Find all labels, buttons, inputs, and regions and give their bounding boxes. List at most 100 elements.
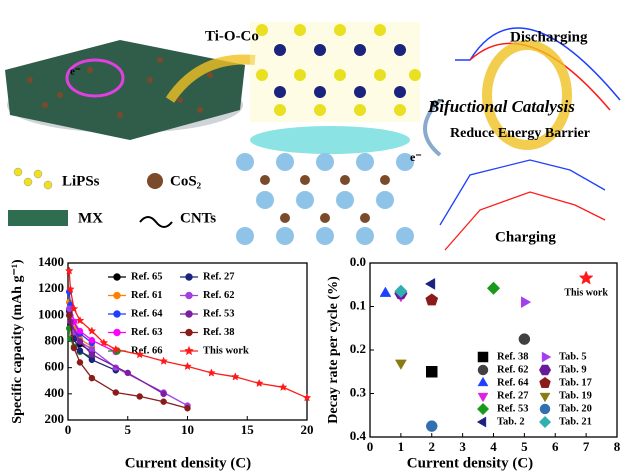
legend-marker	[186, 329, 193, 336]
marker	[425, 278, 435, 289]
legend-label: Ref. 38	[203, 327, 235, 338]
label: e⁻	[432, 95, 444, 109]
y-tick-label: 0.1	[350, 297, 366, 312]
label: CNTs	[180, 210, 216, 226]
series-line	[69, 315, 187, 408]
legend-marker	[478, 393, 488, 402]
legend-label: This work	[203, 345, 249, 356]
y-tick-label: 0.2	[350, 341, 366, 356]
x-tick-label: 7	[583, 439, 590, 454]
x-tick-label: 8	[614, 439, 621, 454]
label: Discharging	[510, 29, 588, 45]
legend-marker	[186, 311, 193, 318]
lipss-icon	[14, 168, 52, 189]
marker	[380, 287, 391, 297]
marker	[426, 366, 437, 377]
legend-label: Ref. 53	[203, 308, 235, 319]
cos2-icon	[147, 173, 163, 189]
legend-marker	[114, 274, 121, 281]
legend-marker	[185, 346, 194, 354]
legend-marker	[477, 403, 489, 415]
x-tick-label: 5	[521, 439, 528, 454]
legend-label: Tab. 21	[559, 416, 592, 427]
legend-label: Ref. 62	[203, 290, 235, 301]
y-tick-label: 1200	[38, 280, 64, 295]
x-tick-label: 3	[459, 439, 466, 454]
y-axis-label: Decay rate per cycle (%)	[326, 276, 341, 424]
marker	[160, 357, 167, 364]
x-tick-label: 0	[65, 422, 72, 437]
label: CoS₂	[170, 173, 202, 189]
legend-label: Ref. 27	[203, 271, 235, 282]
marker	[256, 380, 263, 387]
legend-label: Ref. 53	[497, 403, 529, 414]
legend-label: Ref. 27	[497, 390, 529, 401]
y-tick-label: 600	[45, 359, 65, 374]
x-tick-label: 2	[429, 439, 436, 454]
marker	[487, 282, 500, 295]
x-axis-label: Current density (C)	[407, 455, 533, 471]
label: MX	[78, 210, 103, 226]
legend-label: Ref. 63	[131, 327, 163, 338]
x-tick-label: 0	[367, 439, 374, 454]
legend-marker	[114, 329, 121, 336]
legend-label: Tab. 2	[497, 416, 525, 427]
marker	[232, 373, 239, 380]
mx-icon	[8, 210, 68, 226]
marker	[519, 334, 530, 345]
x-tick-label: 20	[301, 422, 314, 437]
marker	[66, 306, 72, 312]
legend-marker	[186, 274, 193, 281]
marker	[125, 370, 131, 376]
x-tick-label: 5	[125, 422, 132, 437]
series-line	[69, 309, 187, 406]
label: e⁻	[70, 66, 81, 78]
marker	[77, 339, 83, 345]
y-tick-label: 1400	[38, 254, 64, 269]
marker	[77, 348, 83, 354]
figure: Ti-O-Co Discharging Bifuctional Catalysi…	[0, 0, 625, 473]
y-tick-label: 0.3	[350, 384, 367, 399]
label: Ti-O-Co	[205, 28, 259, 44]
marker	[89, 352, 95, 358]
marker	[395, 360, 406, 370]
cnt-icon	[140, 217, 172, 227]
y-tick-label: 400	[45, 385, 65, 400]
legend-label: Ref. 64	[131, 308, 163, 319]
legend-label: Ref. 64	[497, 377, 529, 388]
marker	[579, 271, 593, 284]
illustration: Ti-O-Co Discharging Bifuctional Catalysi…	[5, 22, 620, 250]
legend-marker	[539, 365, 551, 375]
marker	[113, 390, 119, 396]
legend-label: Ref. 66	[131, 345, 163, 356]
marker	[426, 294, 438, 305]
legend-marker	[542, 352, 551, 362]
marker	[77, 328, 83, 334]
marker	[208, 369, 215, 376]
y-tick-label: 200	[45, 411, 65, 426]
legend-label: Ref. 38	[497, 351, 529, 362]
label: Charging	[495, 229, 556, 245]
marker	[184, 363, 191, 370]
x-tick-label: 4	[490, 439, 497, 454]
label: LiPSs	[62, 173, 100, 189]
mx-sheet	[5, 40, 245, 140]
legend-marker	[478, 352, 488, 362]
marker	[137, 393, 143, 399]
charge-curve	[440, 160, 605, 225]
legend-marker	[478, 377, 488, 386]
legend-marker	[540, 404, 550, 414]
y-axis-label: Specific capacity (mAh g⁻¹)	[10, 259, 25, 424]
marker	[161, 391, 167, 397]
legend-label: Ref. 62	[497, 364, 529, 375]
x-tick-label: 1	[398, 439, 405, 454]
label: e⁻	[410, 150, 422, 164]
legend-marker	[114, 292, 121, 299]
legend-label: Tab. 5	[559, 351, 587, 362]
legend-marker	[540, 377, 551, 387]
y-tick-label: 0.0	[350, 254, 366, 269]
legend-marker	[186, 292, 193, 299]
marker	[71, 345, 77, 351]
x-axis-label: Current density (C)	[125, 455, 251, 471]
legend-marker	[478, 365, 488, 375]
